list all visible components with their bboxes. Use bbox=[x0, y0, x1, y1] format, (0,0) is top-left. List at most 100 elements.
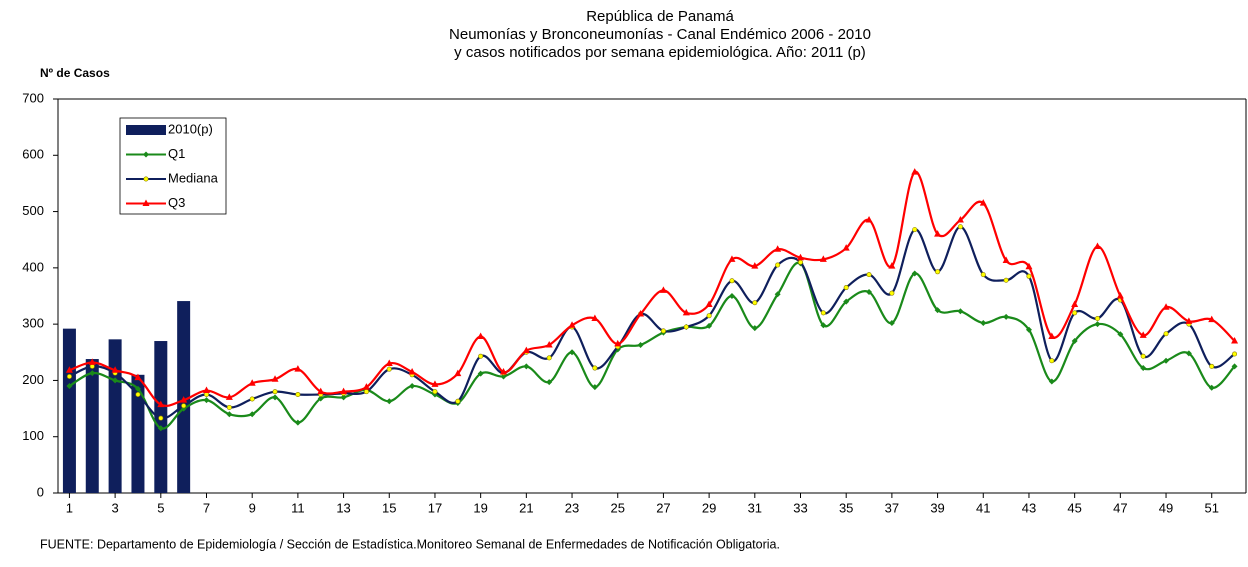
legend-label: Q3 bbox=[168, 195, 185, 210]
marker bbox=[180, 396, 188, 403]
marker bbox=[591, 314, 599, 322]
marker bbox=[1117, 331, 1124, 338]
marker bbox=[774, 291, 781, 298]
x-tick-label: 3 bbox=[111, 500, 118, 515]
marker bbox=[934, 307, 941, 314]
line bbox=[68, 261, 1236, 430]
marker bbox=[1209, 363, 1215, 369]
x-tick-label: 45 bbox=[1067, 500, 1081, 515]
marker bbox=[545, 340, 553, 348]
marker bbox=[706, 313, 712, 319]
marker bbox=[1185, 317, 1193, 324]
bar bbox=[62, 328, 76, 493]
marker bbox=[774, 245, 782, 252]
x-tick-label: 15 bbox=[382, 500, 396, 515]
marker bbox=[889, 290, 895, 296]
marker bbox=[248, 379, 256, 386]
marker bbox=[957, 224, 963, 230]
marker bbox=[866, 272, 872, 278]
marker bbox=[1003, 313, 1010, 320]
marker bbox=[455, 398, 461, 404]
marker bbox=[1140, 365, 1147, 372]
marker bbox=[1208, 315, 1216, 323]
marker bbox=[1116, 292, 1124, 299]
marker bbox=[362, 383, 370, 390]
marker bbox=[478, 353, 484, 359]
x-tick-label: 27 bbox=[656, 500, 670, 515]
marker bbox=[775, 262, 781, 268]
x-tick-label: 39 bbox=[930, 500, 944, 515]
x-tick-label: 23 bbox=[565, 500, 579, 515]
marker bbox=[88, 358, 96, 365]
legend-swatch bbox=[126, 125, 166, 135]
marker bbox=[911, 270, 918, 277]
marker bbox=[386, 366, 392, 372]
marker bbox=[226, 404, 232, 410]
marker bbox=[843, 298, 850, 305]
marker bbox=[158, 415, 164, 421]
legend-marker bbox=[142, 199, 150, 206]
marker bbox=[935, 269, 941, 275]
y-tick-label: 500 bbox=[22, 203, 44, 218]
marker bbox=[683, 324, 689, 330]
marker bbox=[272, 389, 278, 395]
marker bbox=[500, 367, 507, 375]
marker bbox=[980, 320, 987, 327]
marker bbox=[751, 262, 759, 269]
marker bbox=[934, 230, 942, 237]
marker bbox=[1140, 353, 1146, 359]
marker bbox=[1162, 303, 1170, 310]
x-tick-label: 7 bbox=[203, 500, 210, 515]
marker bbox=[89, 370, 96, 377]
marker bbox=[317, 395, 324, 402]
marker bbox=[1026, 273, 1032, 279]
marker bbox=[865, 216, 873, 223]
legend-label: Q1 bbox=[168, 146, 185, 161]
marker bbox=[659, 286, 667, 293]
marker bbox=[1094, 242, 1101, 249]
x-tick-label: 17 bbox=[428, 500, 442, 515]
marker bbox=[65, 366, 73, 373]
x-tick-label: 47 bbox=[1113, 500, 1127, 515]
x-tick-label: 9 bbox=[249, 500, 256, 515]
x-tick-label: 1 bbox=[66, 500, 73, 515]
bar bbox=[131, 374, 145, 493]
marker bbox=[820, 322, 827, 329]
marker bbox=[1231, 337, 1239, 344]
marker bbox=[386, 398, 393, 405]
marker bbox=[134, 373, 142, 381]
marker bbox=[592, 365, 598, 371]
marker bbox=[728, 255, 736, 262]
marker bbox=[157, 400, 165, 408]
marker bbox=[1003, 277, 1009, 283]
marker bbox=[1095, 316, 1101, 322]
marker bbox=[820, 310, 826, 316]
x-tick-label: 43 bbox=[1022, 500, 1036, 515]
marker bbox=[1163, 357, 1170, 364]
marker bbox=[272, 394, 279, 401]
bar bbox=[85, 359, 99, 493]
marker bbox=[1208, 384, 1215, 391]
marker bbox=[135, 391, 141, 397]
marker bbox=[226, 411, 233, 418]
x-tick-label: 41 bbox=[976, 500, 990, 515]
marker bbox=[682, 308, 690, 316]
marker bbox=[408, 367, 416, 375]
line bbox=[68, 225, 1236, 420]
marker bbox=[1071, 338, 1078, 345]
marker bbox=[340, 387, 348, 395]
chart-title: República de Panamá bbox=[586, 8, 734, 25]
marker bbox=[660, 328, 666, 334]
marker bbox=[866, 289, 873, 296]
marker bbox=[568, 321, 576, 328]
marker bbox=[1072, 310, 1078, 316]
marker bbox=[637, 310, 645, 317]
marker bbox=[842, 244, 850, 251]
marker bbox=[385, 359, 393, 367]
marker bbox=[523, 363, 530, 370]
marker bbox=[295, 391, 301, 397]
legend-label: 2010(p) bbox=[168, 121, 213, 136]
marker bbox=[1231, 363, 1238, 370]
marker bbox=[614, 339, 622, 347]
